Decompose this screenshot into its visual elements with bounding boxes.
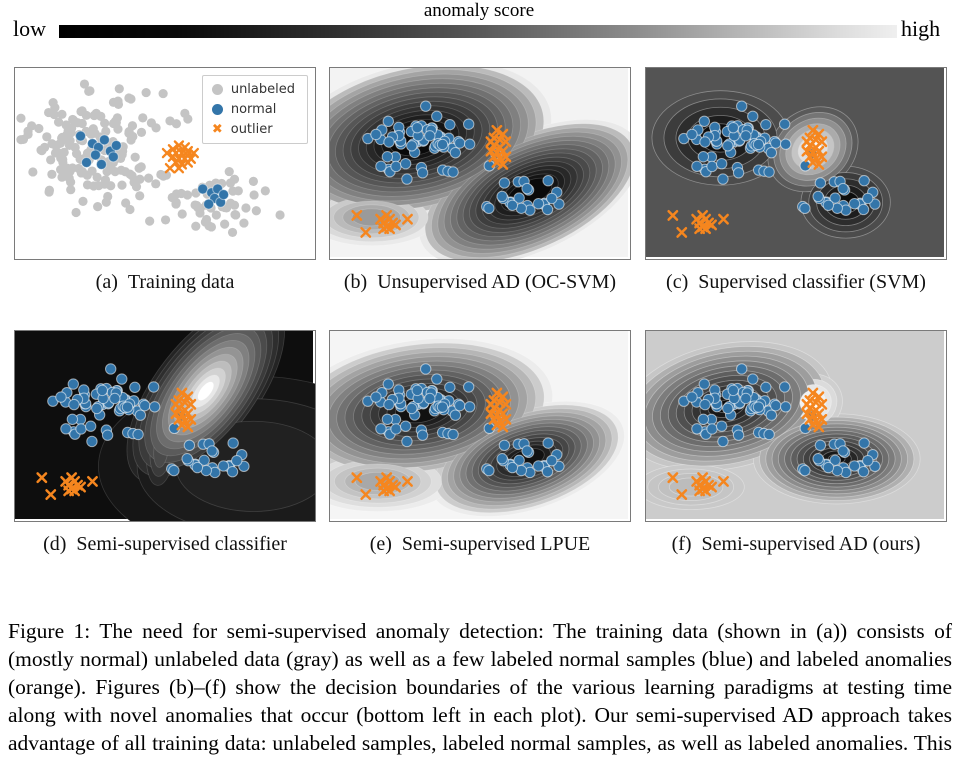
semi-supervised-classifier-svg [15,331,315,521]
legend-label: unlabeled [230,82,295,97]
legend-item-outlier: ✖ outlier [212,122,295,137]
outlier-marker-icon: ✖ [211,122,223,137]
legend-item-unlabeled: unlabeled [211,82,295,97]
legend: unlabeled normal ✖ outlier [201,75,308,144]
panel-caption-d: (d) Semi-supervised classifier [43,533,287,555]
figure-caption: Figure 1: The need for semi-supervised a… [8,618,952,760]
panel-unsupervised-ad: (b) Unsupervised AD (OC-SVM) [329,67,631,294]
panel-semi-supervised-lpue: (e) Semi-supervised LPUE [329,330,631,556]
supervised-classifier-plot [645,67,947,260]
panel-caption-b: (b) Unsupervised AD (OC-SVM) [343,271,617,293]
colorbar-high-label: high [901,16,941,41]
panel-caption-e: (e) Semi-supervised LPUE [369,533,591,555]
legend-item-normal: normal [211,102,295,117]
supervised-classifier-svg [646,68,944,257]
panel-supervised-classifier: (c) Supervised classifier (SVM) [645,67,947,294]
panel-training-data: unlabeled normal ✖ outlier (a) Training … [14,67,316,294]
unlabeled-marker-icon [211,84,223,95]
semi-supervised-lpue-plot [329,330,631,522]
normal-marker-icon [211,104,223,115]
semi-supervised-ad-plot [645,330,947,522]
colorbar-title: anomaly score [423,0,535,21]
semi-supervised-ad-svg [646,331,944,519]
semi-supervised-classifier-plot [14,330,316,522]
semi-supervised-lpue-svg [330,331,628,519]
training-data-plot: unlabeled normal ✖ outlier [14,67,316,260]
panel-caption-f: (f) Semi-supervised AD (ours) [671,533,921,555]
panel-semi-supervised-ad: (f) Semi-supervised AD (ours) [645,330,947,556]
unsupervised-ad-plot [329,67,631,260]
legend-label: normal [230,102,277,117]
panel-caption-a: (a) Training data [95,271,235,293]
panel-semi-supervised-classifier: (d) Semi-supervised classifier [14,330,316,556]
colorbar-gradient [59,25,897,38]
legend-label: outlier [230,122,273,137]
panel-caption-c: (c) Supervised classifier (SVM) [666,271,926,293]
colorbar-low-label: low [13,16,46,41]
unsupervised-ad-svg [330,68,630,259]
